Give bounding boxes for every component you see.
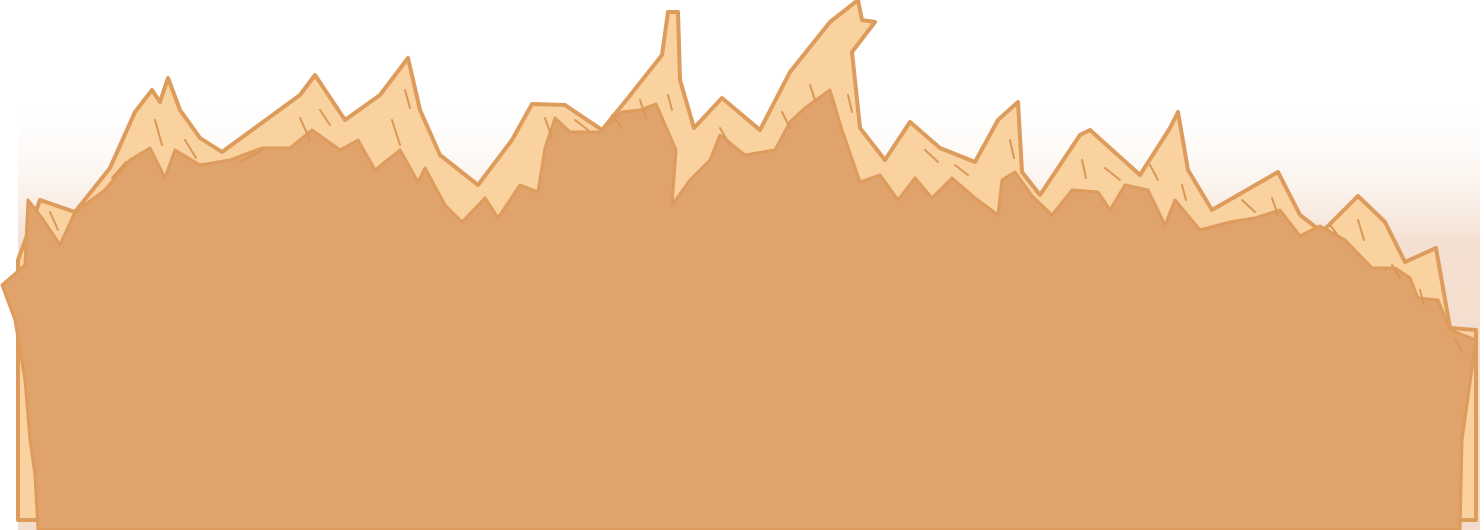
flame-body <box>0 88 1478 530</box>
flame-streaks <box>49 84 1463 353</box>
